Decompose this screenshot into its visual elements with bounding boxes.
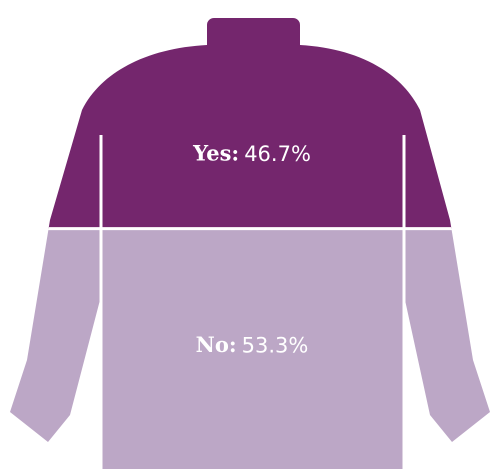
category-label: No: <box>196 332 237 357</box>
value-label: 53.3% <box>242 333 309 357</box>
category-label: Yes: <box>192 140 239 165</box>
segment <box>10 18 490 229</box>
sweater-fill <box>10 18 490 469</box>
value-label: 46.7% <box>244 142 311 166</box>
